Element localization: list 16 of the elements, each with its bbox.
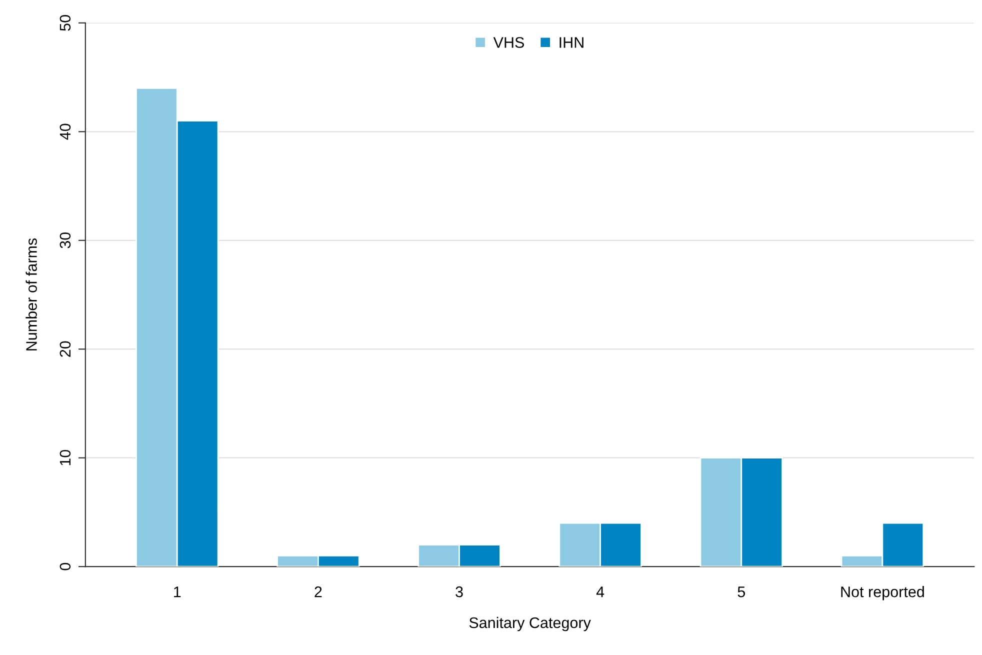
y-axis-title: Number of farms xyxy=(26,238,37,350)
x-tick-label: 3 xyxy=(456,586,463,598)
legend-label: VHS xyxy=(493,37,524,48)
y-tick-label: 50 xyxy=(60,15,71,31)
x-tick-label: Not reported xyxy=(841,586,924,600)
y-tick-label: 40 xyxy=(60,124,71,140)
legend-label: IHN xyxy=(560,37,584,48)
x-tick-label: 4 xyxy=(596,586,604,598)
y-tick-label: 30 xyxy=(60,232,71,248)
x-axis-title: Sanitary Category xyxy=(469,616,591,632)
y-tick-label: 20 xyxy=(60,341,71,357)
y-tick-label: 0 xyxy=(60,562,71,570)
y-tick-label: 10 xyxy=(60,450,71,466)
x-tick-label: 1 xyxy=(174,586,181,598)
x-tick-label: 2 xyxy=(314,586,322,598)
x-tick-label: 5 xyxy=(738,586,745,598)
